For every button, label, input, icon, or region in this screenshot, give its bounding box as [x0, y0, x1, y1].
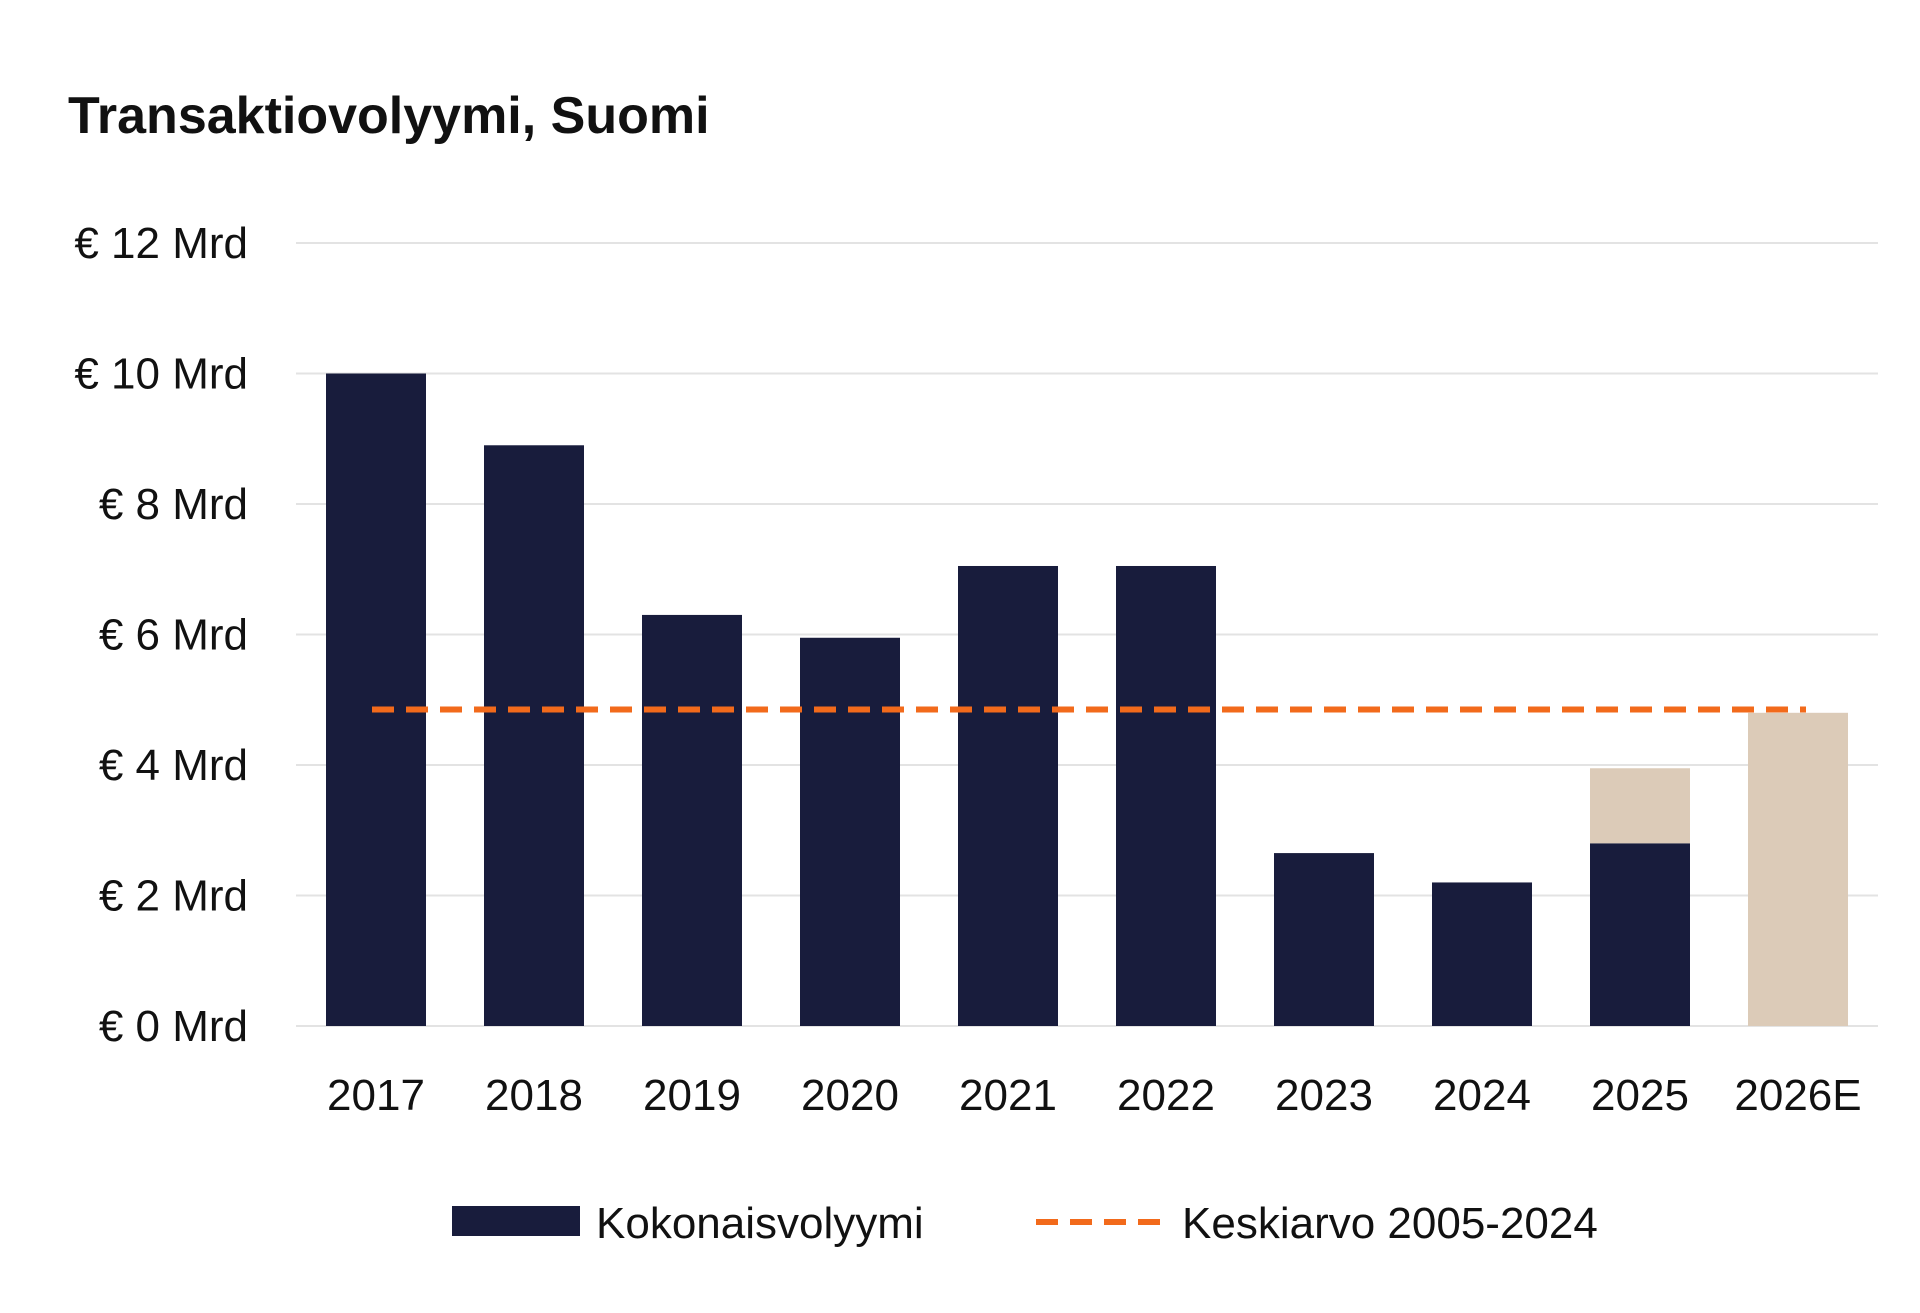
bar-total-volume — [642, 614, 742, 1026]
x-tick-label: 2021 — [959, 1071, 1057, 1120]
x-tick-label: 2026E — [1734, 1071, 1861, 1120]
legend-swatch-total-volume — [452, 1206, 580, 1236]
bar-total-volume — [326, 373, 426, 1026]
bar-estimate — [1590, 768, 1690, 844]
x-tick-label: 2025 — [1591, 1071, 1689, 1120]
chart-title: Transaktiovolyymi, Suomi — [68, 87, 710, 145]
legend-label-average: Keskiarvo 2005-2024 — [1182, 1199, 1598, 1248]
bar-estimate — [1748, 712, 1848, 1026]
legend-label-total-volume: Kokonaisvolyymi — [596, 1199, 924, 1248]
bar-total-volume — [1432, 882, 1532, 1026]
bars — [326, 373, 1848, 1026]
x-axis-tick-labels: 2017 2018 2019 2020 2021 2022 2023 2024 2025 2026… — [327, 1071, 1862, 1120]
bar-total-volume — [1274, 853, 1374, 1026]
y-tick-label: € 6 Mrd — [99, 611, 248, 660]
y-tick-label: € 2 Mrd — [99, 872, 248, 921]
y-axis-tick-labels: € 0 Mrd € 2 Mrd € 4 Mrd € 6 Mrd € 8 Mrd € 10 … — [74, 219, 248, 1051]
legend: Kokonaisvolyymi Keskiarvo 2005-2024 — [452, 1199, 1598, 1248]
y-tick-label: € 8 Mrd — [99, 480, 248, 529]
x-tick-label: 2018 — [485, 1071, 583, 1120]
x-tick-label: 2023 — [1275, 1071, 1373, 1120]
bar-total-volume — [958, 565, 1058, 1026]
y-tick-label: € 4 Mrd — [99, 741, 248, 790]
y-tick-label: € 0 Mrd — [99, 1002, 248, 1051]
x-tick-label: 2019 — [643, 1071, 741, 1120]
x-tick-label: 2017 — [327, 1071, 425, 1120]
bar-total-volume — [800, 637, 900, 1026]
bar-total-volume — [1116, 565, 1216, 1026]
y-tick-label: € 10 Mrd — [74, 350, 248, 399]
bar-total-volume — [484, 445, 584, 1026]
bar-total-volume — [1590, 843, 1690, 1026]
x-tick-label: 2024 — [1433, 1071, 1531, 1120]
x-tick-label: 2022 — [1117, 1071, 1215, 1120]
y-tick-label: € 12 Mrd — [74, 219, 248, 268]
x-tick-label: 2020 — [801, 1071, 899, 1120]
